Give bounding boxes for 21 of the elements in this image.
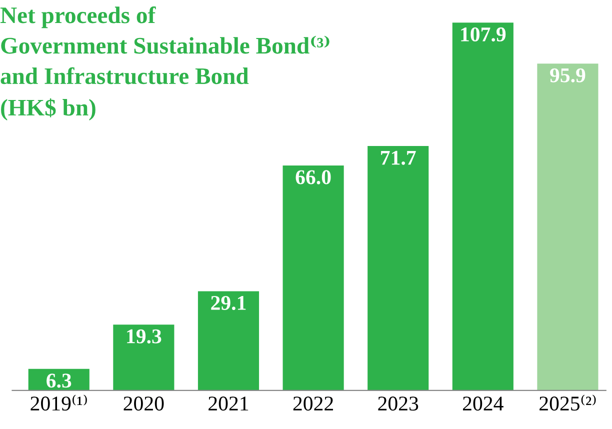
x-tick-label: 2020 bbox=[124, 396, 164, 411]
x-tick-label: 2023 bbox=[378, 396, 418, 411]
data-label: 6.3 bbox=[46, 374, 72, 388]
data-label: 95.9 bbox=[550, 68, 586, 82]
bar bbox=[452, 22, 514, 390]
bar bbox=[113, 324, 174, 390]
bar bbox=[537, 64, 598, 390]
data-label: 66.0 bbox=[296, 170, 331, 184]
x-tick-label: 2024 bbox=[462, 396, 504, 411]
bar bbox=[198, 291, 260, 390]
x-tick-label: 2025⁽²⁾ bbox=[540, 394, 596, 411]
bar bbox=[282, 165, 344, 390]
x-tick-label: 2019⁽¹⁾ bbox=[30, 394, 87, 411]
x-tick-label: 2021 bbox=[208, 396, 248, 411]
data-label: 71.7 bbox=[381, 150, 416, 165]
data-label: 19.3 bbox=[127, 329, 162, 344]
x-tick-label: 2022 bbox=[293, 396, 333, 411]
data-label: 107.9 bbox=[461, 27, 506, 42]
data-label: 29.1 bbox=[211, 296, 246, 310]
bar bbox=[368, 146, 429, 390]
text: Net proceeds of Government Sustainable Bond⁽³⁾ and Infrastructure Bond (HK$ bn) bbox=[0, 6, 330, 120]
